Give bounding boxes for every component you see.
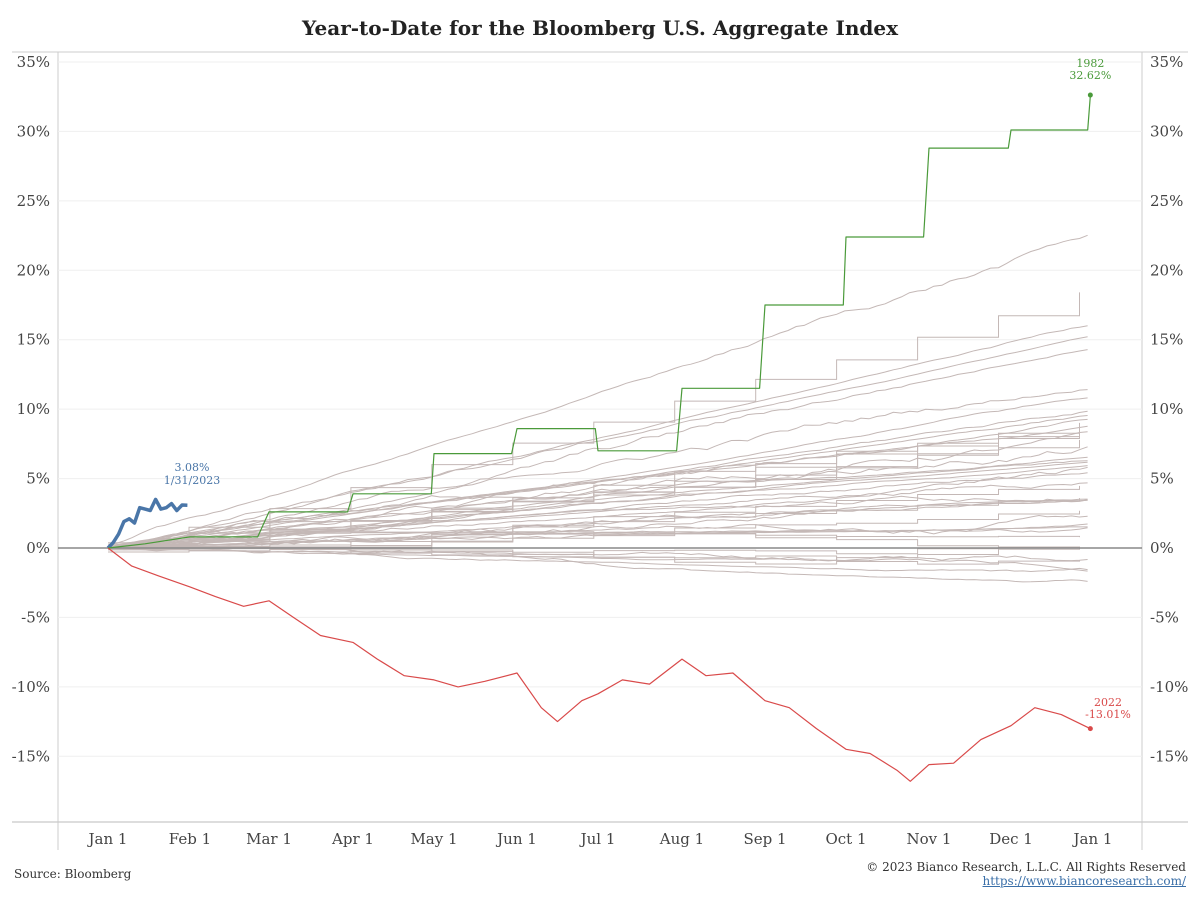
- y-tick-label-left: -15%: [12, 747, 50, 765]
- annotation-1982-value: 32.62%: [1069, 69, 1111, 82]
- x-tick-label: Sep 1: [743, 830, 786, 848]
- y-tick-label-left: 10%: [17, 400, 50, 418]
- y-tick-label-right: 20%: [1150, 261, 1183, 279]
- x-tick-label: Oct 1: [825, 830, 866, 848]
- y-tick-label-right: 10%: [1150, 400, 1183, 418]
- annotation-2023-value: 3.08%: [175, 461, 210, 474]
- x-tick-label: Aug 1: [659, 830, 704, 848]
- annotation-2022-value: -13.01%: [1085, 708, 1131, 721]
- series-line-2022: [107, 547, 1091, 782]
- y-tick-label-right: 30%: [1150, 122, 1183, 140]
- historical-year-line: [107, 499, 1088, 549]
- historical-year-line: [107, 415, 1088, 548]
- historical-year-line: [107, 545, 1088, 573]
- source-note: Source: Bloomberg: [14, 867, 132, 881]
- x-tick-label: Jan 1: [1072, 830, 1113, 848]
- x-tick-label: Apr 1: [331, 830, 374, 848]
- x-tick-label: Feb 1: [169, 830, 211, 848]
- historical-year-line: [107, 547, 1088, 562]
- historical-years-group: [107, 234, 1088, 583]
- x-tick-label: Jul 1: [579, 830, 616, 848]
- y-tick-label-left: 15%: [17, 331, 50, 349]
- y-tick-label-right: 5%: [1150, 470, 1174, 488]
- chart-title: Year-to-Date for the Bloomberg U.S. Aggr…: [302, 16, 898, 40]
- historical-year-line: [107, 410, 1088, 548]
- x-tick-label: Jun 1: [495, 830, 537, 848]
- y-tick-label-right: -5%: [1150, 608, 1179, 626]
- copyright-note: © 2023 Bianco Research, L.L.C. All Right…: [866, 860, 1186, 874]
- historical-year-line: [107, 397, 1088, 548]
- y-tick-label-left: 30%: [17, 122, 50, 140]
- annotation-1982-year: 1982: [1076, 57, 1104, 70]
- series-line-1982: [107, 94, 1091, 549]
- y-tick-label-right: 15%: [1150, 331, 1183, 349]
- historical-year-line: [107, 461, 1088, 549]
- x-tick-label: Mar 1: [246, 830, 292, 848]
- y-tick-label-right: -15%: [1150, 747, 1188, 765]
- series-line-2023: [106, 497, 188, 550]
- y-tick-label-left: 35%: [17, 53, 50, 71]
- annotation-2022-year: 2022: [1094, 696, 1122, 709]
- annotation-2023-date: 1/31/2023: [164, 474, 220, 487]
- series-end-marker-2022: [1087, 726, 1093, 732]
- historical-year-line: [107, 336, 1088, 549]
- historical-year-line: [107, 456, 1088, 548]
- historical-year-line: [107, 466, 1088, 549]
- historical-year-line: [107, 234, 1088, 548]
- y-tick-label-left: 20%: [17, 261, 50, 279]
- website-link[interactable]: https://www.biancoresearch.com/: [982, 874, 1186, 888]
- y-tick-label-right: 25%: [1150, 192, 1183, 210]
- historical-year-line: [107, 325, 1088, 549]
- y-tick-label-left: -10%: [12, 678, 50, 696]
- historical-year-line: [108, 498, 1080, 553]
- historical-year-line: [107, 389, 1088, 549]
- historical-year-line: [108, 292, 1080, 551]
- y-tick-label-left: 0%: [26, 539, 50, 557]
- historical-year-line: [107, 545, 1088, 571]
- historical-year-line: [107, 495, 1088, 549]
- y-tick-label-left: 5%: [26, 470, 50, 488]
- x-tick-label: Dec 1: [989, 830, 1033, 848]
- y-tick-label-right: 0%: [1150, 539, 1174, 557]
- series-end-marker-1982: [1087, 92, 1093, 98]
- x-tick-label: May 1: [410, 830, 457, 848]
- y-tick-label-right: 35%: [1150, 53, 1183, 71]
- y-tick-label-right: -10%: [1150, 678, 1188, 696]
- y-tick-label-left: 25%: [17, 192, 50, 210]
- y-tick-label-left: -5%: [21, 608, 50, 626]
- x-tick-label: Nov 1: [907, 830, 952, 848]
- x-tick-label: Jan 1: [87, 830, 128, 848]
- historical-year-line: [108, 427, 1080, 550]
- historical-year-line: [107, 446, 1088, 548]
